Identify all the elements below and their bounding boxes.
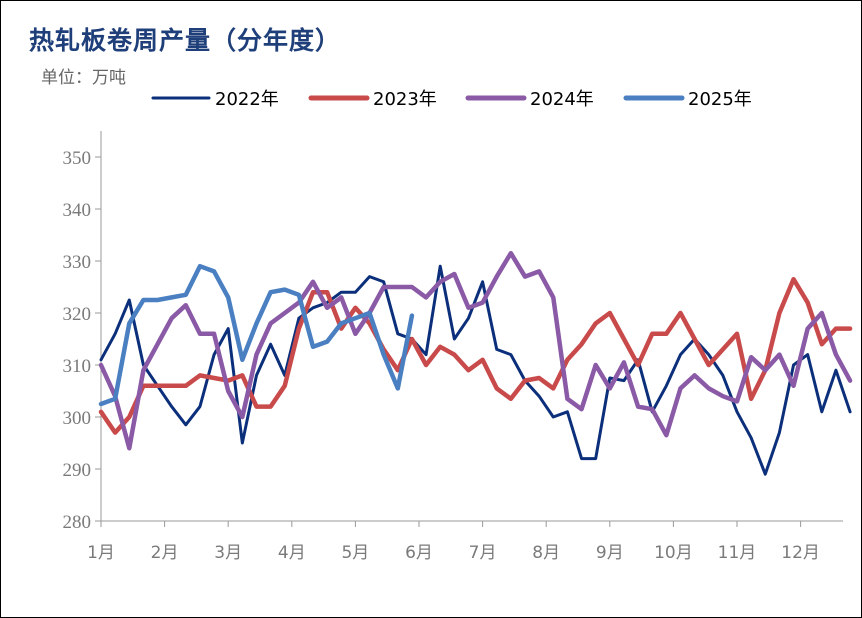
y-tick-label: 310 xyxy=(63,356,92,377)
chart-title: 热轧板卷周产量（分年度） xyxy=(29,26,342,55)
x-tick-label: 11月 xyxy=(718,543,757,563)
y-tick-label: 340 xyxy=(63,200,92,221)
x-tick-label: 7月 xyxy=(469,543,497,563)
legend-label-2023年: 2023年 xyxy=(373,89,437,110)
series-lines xyxy=(98,250,853,476)
y-tick-label: 350 xyxy=(63,148,92,169)
x-tick-label: 2月 xyxy=(151,543,179,563)
x-tick-label: 8月 xyxy=(532,543,560,563)
x-tick-label: 9月 xyxy=(596,543,624,563)
x-tick-label: 12月 xyxy=(781,543,820,563)
y-tick-label: 280 xyxy=(63,512,92,533)
x-tick-label: 10月 xyxy=(654,543,693,563)
legend-label-2025年: 2025年 xyxy=(688,89,752,110)
x-tick-label: 1月 xyxy=(87,543,115,563)
y-tick-label: 320 xyxy=(63,304,92,325)
x-tick-label: 5月 xyxy=(341,543,369,563)
legend: 2022年 2023年 2024年 2025年 xyxy=(151,89,752,110)
y-tick-label: 300 xyxy=(63,408,92,429)
series-line-2025年 xyxy=(98,263,415,407)
y-tick-label: 290 xyxy=(63,460,92,481)
legend-label-2022年: 2022年 xyxy=(215,89,279,110)
x-tick-label: 6月 xyxy=(405,543,433,563)
series-line-2024年 xyxy=(98,250,853,451)
x-tick-label: 4月 xyxy=(278,543,306,563)
unit-label: 单位：万吨 xyxy=(41,68,126,88)
axes: 280 290 300 310 320 330 340 350 1月 2月 3月 4月 5月 6月 7月 8月… xyxy=(63,131,843,563)
legend-label-2024年: 2024年 xyxy=(530,89,594,110)
series-line-2022年 xyxy=(99,264,852,476)
y-tick-label: 330 xyxy=(63,252,92,273)
x-tick-label: 3月 xyxy=(214,543,242,563)
